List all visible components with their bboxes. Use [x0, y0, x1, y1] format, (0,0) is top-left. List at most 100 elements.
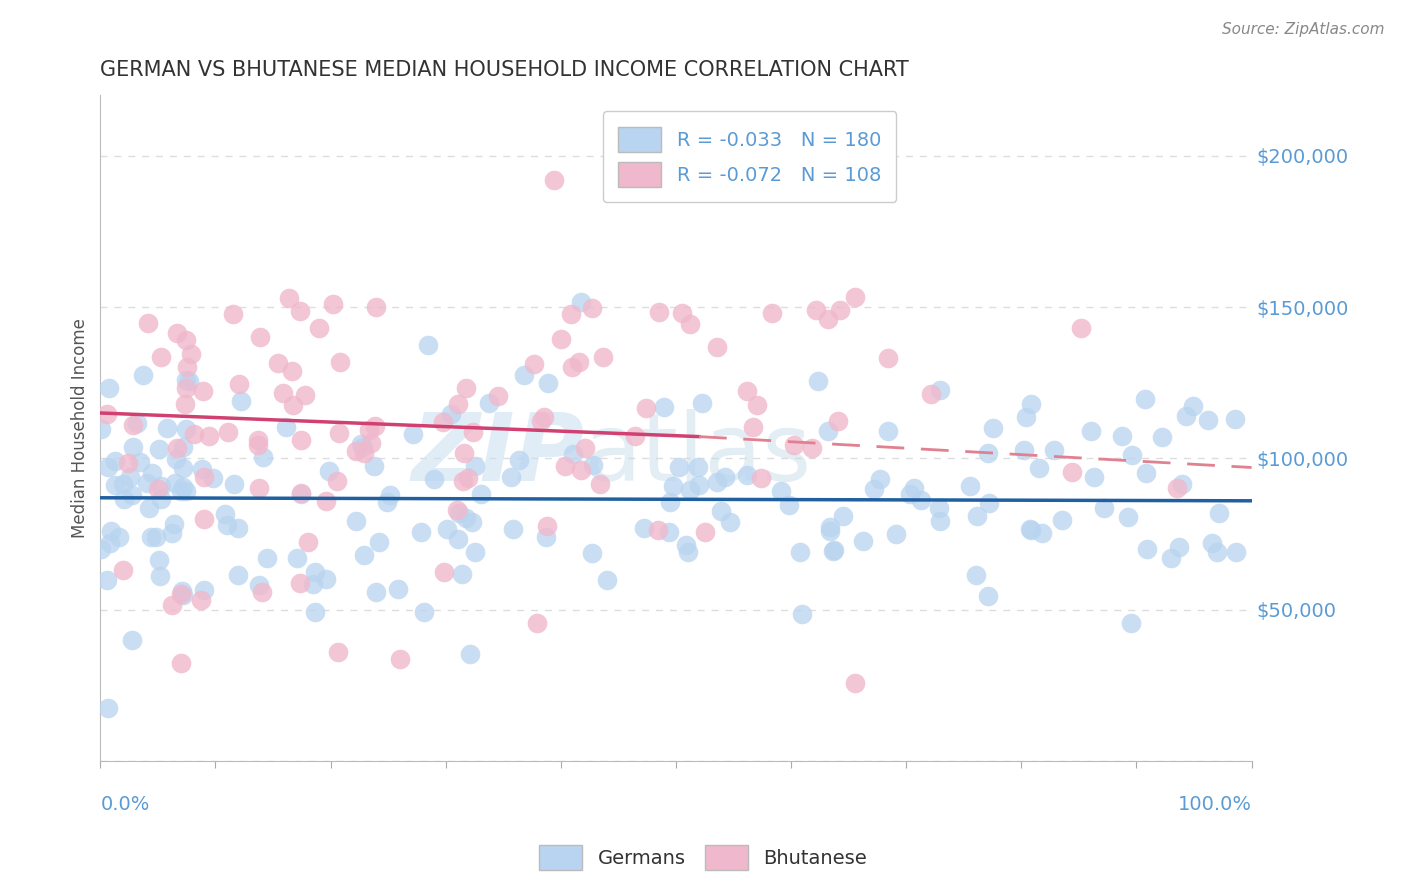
Point — [148, 552, 170, 566]
Point — [193, 582, 215, 597]
Point — [176, 360, 198, 375]
Point — [198, 428, 221, 442]
Point — [592, 350, 614, 364]
Text: atlas: atlas — [583, 409, 813, 500]
Point — [100, 524, 122, 539]
Point — [174, 381, 197, 395]
Point — [96, 407, 118, 421]
Point — [1043, 443, 1066, 458]
Point — [1166, 481, 1188, 495]
Point — [170, 586, 193, 600]
Point — [183, 427, 205, 442]
Point — [550, 332, 572, 346]
Point — [818, 520, 841, 534]
Point — [966, 508, 988, 523]
Point — [569, 463, 592, 477]
Point — [807, 374, 830, 388]
Point — [658, 525, 681, 540]
Point — [458, 647, 481, 661]
Point — [174, 373, 197, 387]
Point — [675, 538, 697, 552]
Point — [285, 551, 308, 566]
Point — [979, 495, 1001, 509]
Point — [440, 407, 463, 421]
Point — [256, 550, 278, 565]
Point — [1181, 400, 1204, 414]
Point — [463, 425, 485, 440]
Point — [368, 535, 391, 549]
Point — [581, 546, 603, 560]
Point — [174, 397, 197, 411]
Point — [364, 419, 387, 434]
Point — [718, 515, 741, 529]
Point — [844, 676, 866, 690]
Point — [273, 386, 295, 401]
Point — [486, 389, 509, 403]
Point — [688, 478, 710, 492]
Point — [297, 535, 319, 549]
Point — [832, 509, 855, 524]
Point — [250, 585, 273, 599]
Point — [1205, 545, 1227, 559]
Point — [229, 393, 252, 408]
Point — [1225, 545, 1247, 559]
Point — [141, 466, 163, 480]
Point — [174, 334, 197, 348]
Point — [132, 368, 155, 383]
Point — [160, 525, 183, 540]
Point — [453, 446, 475, 460]
Point — [561, 447, 583, 461]
Point — [464, 459, 486, 474]
Point — [1014, 410, 1036, 425]
Point — [104, 454, 127, 468]
Point — [1150, 430, 1173, 444]
Point — [170, 484, 193, 499]
Point — [447, 397, 470, 411]
Point — [1167, 541, 1189, 555]
Point — [569, 295, 592, 310]
Point — [252, 450, 274, 464]
Point — [150, 350, 173, 364]
Point — [965, 567, 987, 582]
Point — [652, 400, 675, 414]
Point — [461, 516, 484, 530]
Point — [863, 482, 886, 496]
Point — [350, 437, 373, 451]
Point — [451, 474, 474, 488]
Point — [536, 518, 558, 533]
Point — [290, 486, 312, 500]
Point — [928, 514, 950, 528]
Point — [706, 475, 728, 490]
Point — [136, 316, 159, 330]
Point — [508, 452, 530, 467]
Point — [636, 401, 658, 415]
Point — [804, 303, 827, 318]
Point — [288, 575, 311, 590]
Point — [596, 574, 619, 588]
Point — [1031, 525, 1053, 540]
Point — [360, 436, 382, 450]
Point — [706, 340, 728, 354]
Point — [668, 460, 690, 475]
Point — [769, 483, 792, 498]
Point — [111, 477, 134, 491]
Point — [456, 381, 478, 395]
Point — [352, 440, 374, 454]
Point — [1223, 411, 1246, 425]
Point — [90, 422, 112, 436]
Point — [328, 426, 350, 441]
Point — [193, 470, 215, 484]
Point — [690, 395, 713, 409]
Point — [686, 460, 709, 475]
Point — [380, 488, 402, 502]
Point — [122, 417, 145, 432]
Point — [818, 524, 841, 538]
Point — [574, 441, 596, 455]
Point — [1201, 535, 1223, 549]
Point — [344, 514, 367, 528]
Point — [165, 476, 187, 491]
Text: Source: ZipAtlas.com: Source: ZipAtlas.com — [1222, 22, 1385, 37]
Point — [364, 300, 387, 314]
Point — [267, 356, 290, 370]
Point — [1208, 506, 1230, 520]
